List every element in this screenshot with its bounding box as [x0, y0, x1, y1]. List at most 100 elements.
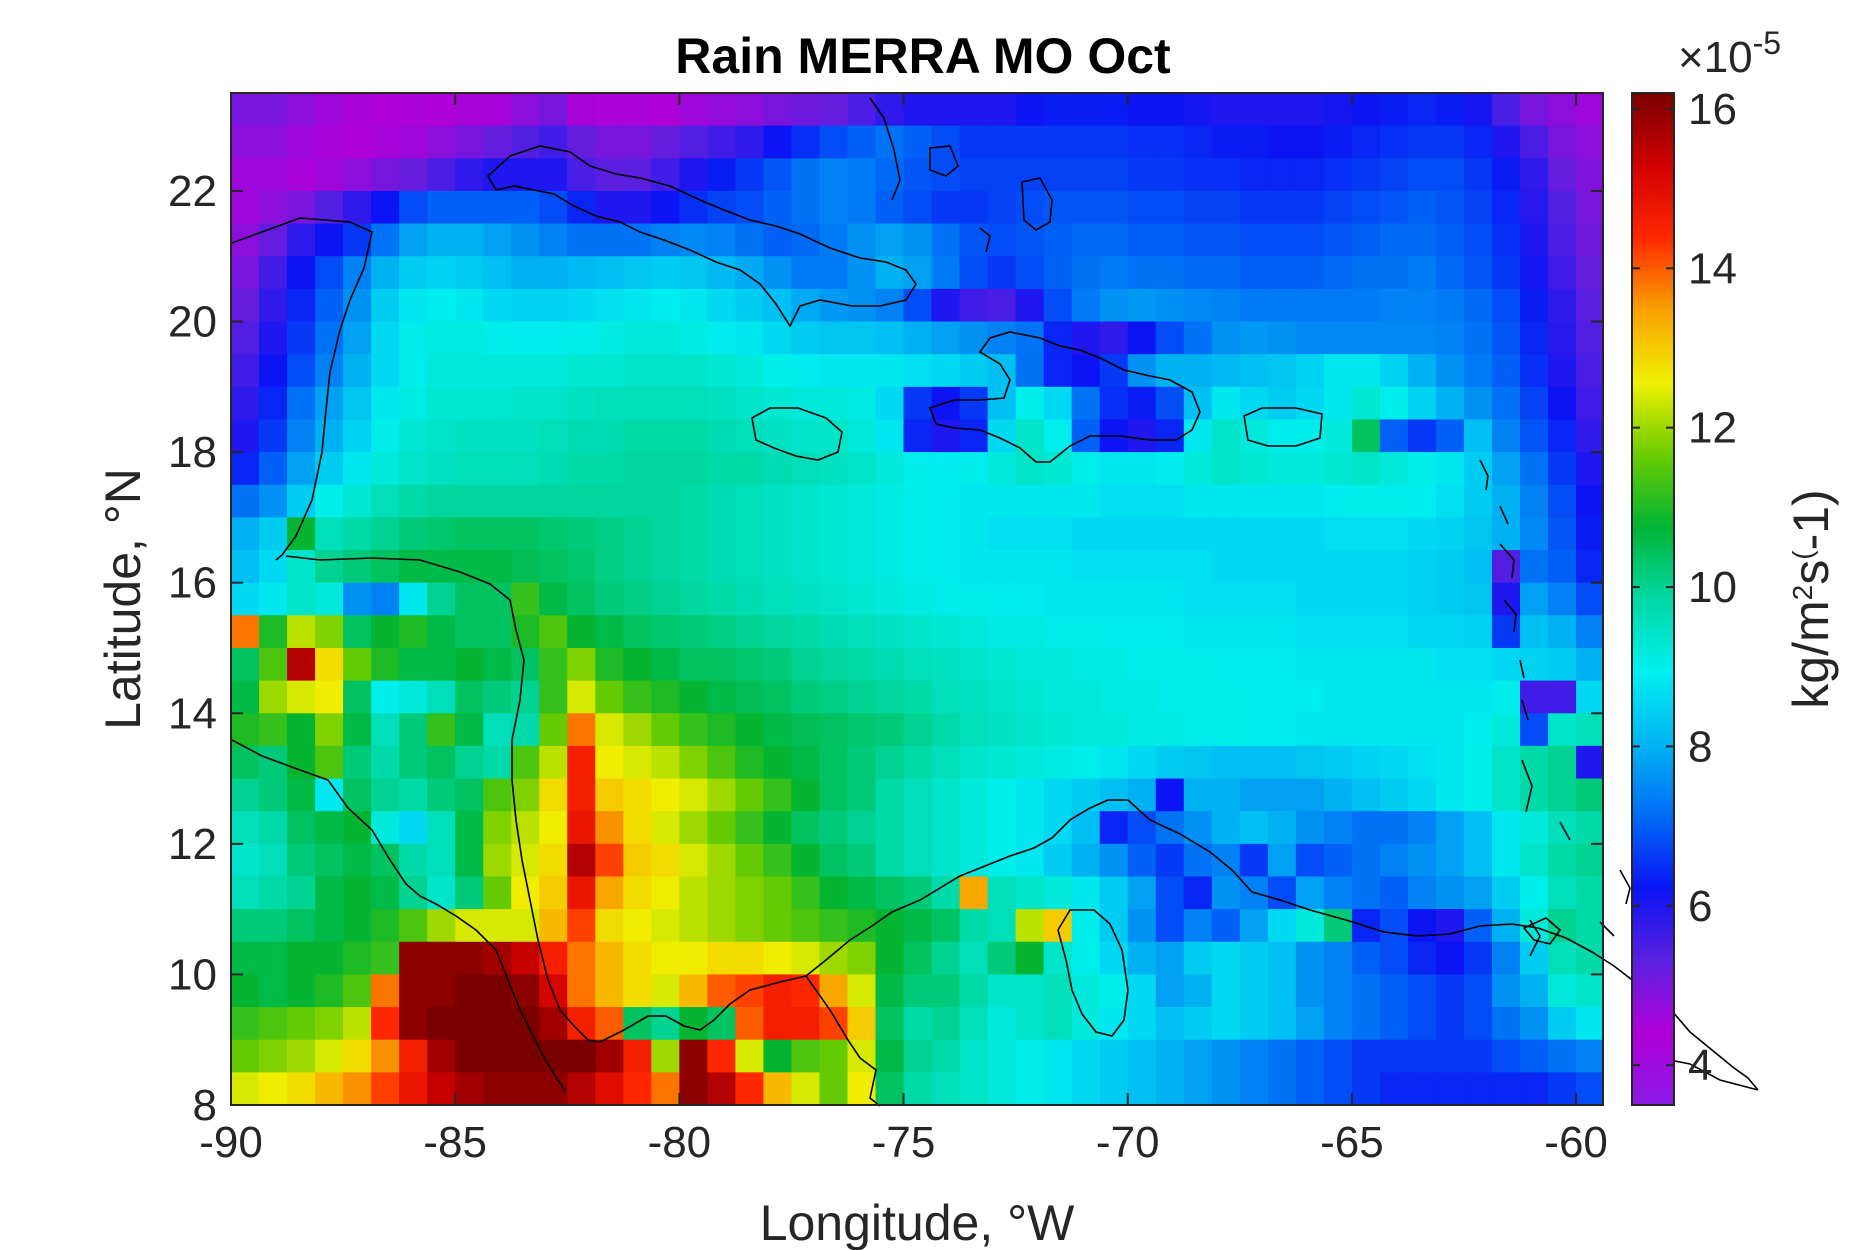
heatmap-cell: [735, 811, 765, 845]
heatmap-cell: [315, 321, 344, 355]
heatmap-cell: [931, 582, 961, 616]
heatmap-cell: [1323, 419, 1353, 453]
heatmap-cell: [1183, 550, 1213, 584]
heatmap-cell: [1267, 517, 1297, 551]
y-tick-label: 14: [168, 689, 217, 738]
heatmap-cell: [567, 386, 596, 421]
heatmap-cell: [399, 452, 428, 486]
heatmap-cell: [259, 386, 288, 421]
heatmap-cell: [371, 811, 400, 845]
heatmap-cell: [1071, 615, 1101, 649]
heatmap-cell: [259, 550, 288, 584]
heatmap-cell: [539, 158, 568, 192]
heatmap-cell: [1295, 647, 1325, 682]
heatmap-cell: [1464, 941, 1493, 976]
heatmap-cell: [847, 321, 877, 355]
heatmap-cell: [819, 1007, 849, 1041]
heatmap-cell: [1379, 190, 1409, 225]
heatmap-cell: [343, 1072, 372, 1106]
heatmap-cell: [791, 876, 821, 910]
heatmap-cell: [1576, 288, 1604, 323]
heatmap-cell: [287, 615, 316, 649]
heatmap-cell: [1211, 550, 1241, 584]
heatmap-cell: [595, 484, 624, 518]
heatmap-cell: [1211, 745, 1241, 780]
heatmap-cell: [1071, 517, 1101, 551]
heatmap-cell: [1379, 713, 1409, 747]
heatmap-cell: [1183, 680, 1213, 714]
heatmap-cell: [231, 615, 260, 649]
heatmap-cell: [595, 778, 624, 812]
heatmap-cell: [763, 582, 793, 616]
heatmap-cell: [931, 941, 961, 976]
heatmap-cell: [1211, 223, 1241, 257]
heatmap-cell: [1015, 941, 1045, 976]
heatmap-cell: [1464, 647, 1493, 682]
heatmap-cell: [623, 452, 652, 486]
heatmap-cell: [259, 647, 288, 682]
heatmap-cell: [959, 484, 989, 518]
heatmap-cell: [427, 256, 456, 290]
heatmap-cell: [399, 419, 428, 453]
heatmap-cell: [315, 93, 344, 127]
heatmap-cell: [707, 125, 737, 159]
heatmap-cell: [259, 354, 288, 388]
heatmap-cell: [455, 811, 484, 845]
heatmap-cell: [987, 615, 1017, 649]
heatmap-cell: [595, 223, 624, 257]
heatmap-cell: [1015, 419, 1045, 453]
heatmap-cell: [623, 974, 652, 1008]
heatmap-cell: [875, 941, 905, 976]
heatmap-cell: [1071, 125, 1101, 159]
heatmap-cell: [1295, 582, 1325, 616]
heatmap-cell: [1127, 550, 1157, 584]
heatmap-cell: [371, 876, 400, 910]
heatmap-cell: [1520, 452, 1549, 486]
heatmap-cell: [1155, 811, 1185, 845]
heatmap-cell: [455, 256, 484, 290]
heatmap-cell: [763, 93, 793, 127]
heatmap-cell: [567, 582, 596, 616]
heatmap-cell: [567, 354, 596, 388]
x-tick-label: -80: [648, 1118, 712, 1167]
heatmap-cell: [1015, 93, 1045, 127]
heatmap-cell: [1323, 354, 1353, 388]
heatmap-cell: [1464, 419, 1493, 453]
heatmap-cell: [735, 125, 765, 159]
heatmap-cell: [623, 1007, 652, 1041]
heatmap-cell: [1267, 550, 1297, 584]
heatmap-cell: [1267, 745, 1297, 780]
y-axis-label: Latitude, °N: [95, 468, 151, 730]
heatmap-cell: [847, 876, 877, 910]
heatmap-cell: [595, 550, 624, 584]
heatmap-cell: [959, 745, 989, 780]
heatmap-cell: [651, 1039, 680, 1073]
heatmap-cell: [1211, 288, 1241, 323]
heatmap-cell: [679, 680, 708, 714]
heatmap-cell: [763, 419, 793, 453]
heatmap-cell: [511, 713, 540, 747]
heatmap-cell: [847, 778, 877, 812]
heatmap-cell: [707, 974, 737, 1008]
heatmap-cell: [1099, 386, 1129, 421]
heatmap-cell: [1379, 647, 1409, 682]
heatmap-cell: [1351, 288, 1381, 323]
heatmap-cell: [651, 93, 680, 127]
heatmap-cell: [455, 680, 484, 714]
heatmap-cell: [483, 941, 512, 976]
heatmap-cell: [1127, 419, 1157, 453]
heatmap-cell: [1323, 550, 1353, 584]
heatmap-cell: [1099, 778, 1129, 812]
heatmap-cell: [287, 93, 316, 127]
heatmap-cell: [1576, 876, 1604, 910]
heatmap-cell: [567, 745, 596, 780]
heatmap-cell: [1295, 452, 1325, 486]
heatmap-cell: [1267, 1039, 1297, 1073]
heatmap-cell: [1435, 354, 1465, 388]
heatmap-cell: [763, 321, 793, 355]
y-tick-label: 18: [168, 428, 217, 477]
heatmap-cell: [567, 615, 596, 649]
heatmap-cell: [1239, 843, 1269, 878]
heatmap-cell: [1239, 484, 1269, 518]
heatmap-cell: [1099, 909, 1129, 943]
